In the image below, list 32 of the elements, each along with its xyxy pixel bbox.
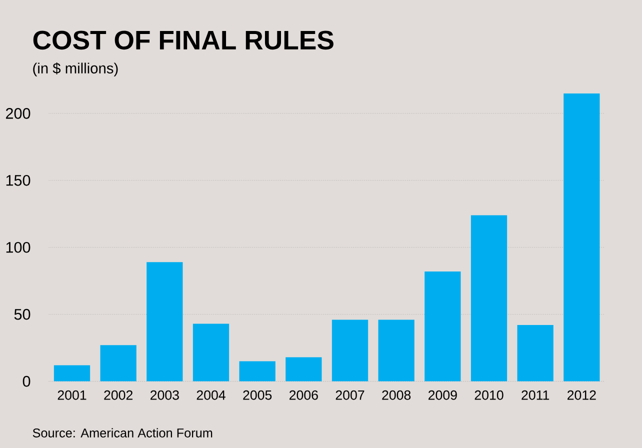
y-tick-label: 100 — [6, 242, 30, 253]
bar — [239, 361, 276, 382]
x-tick-label: 2009 — [428, 390, 457, 400]
x-tick-label: 2003 — [150, 390, 179, 400]
bar — [146, 262, 183, 382]
y-tick-label: 150 — [6, 174, 30, 186]
x-tick-label: 2012 — [568, 390, 596, 400]
bar — [424, 271, 461, 382]
x-tick-label: 2005 — [243, 390, 272, 400]
x-tick-label: 2007 — [336, 390, 364, 400]
x-tick-label: 2002 — [104, 390, 133, 400]
bar — [470, 215, 508, 382]
y-tick-label: 50 — [14, 308, 30, 320]
y-tick-label: 200 — [6, 108, 30, 119]
bar — [54, 365, 90, 382]
chart-subtitle: (in $ millions) — [33, 62, 118, 76]
source-note: Source: American Action Forum — [32, 428, 212, 438]
x-tick-label: 2011 — [522, 390, 550, 400]
bar — [332, 320, 368, 382]
x-tick-label: 2006 — [290, 390, 318, 400]
bar — [517, 325, 554, 382]
x-tick-label: 2001 — [58, 390, 86, 400]
bar — [286, 357, 322, 382]
bar — [564, 93, 600, 382]
bar — [192, 324, 230, 382]
x-tick-label: 2010 — [474, 390, 504, 400]
y-tick-label: 0 — [22, 376, 30, 387]
bar — [100, 345, 136, 382]
x-tick-label: 2004 — [196, 390, 226, 400]
x-tick-label: 2008 — [382, 390, 411, 400]
chart-title: COST OF FINAL RULES — [33, 30, 334, 50]
bar — [378, 320, 414, 382]
